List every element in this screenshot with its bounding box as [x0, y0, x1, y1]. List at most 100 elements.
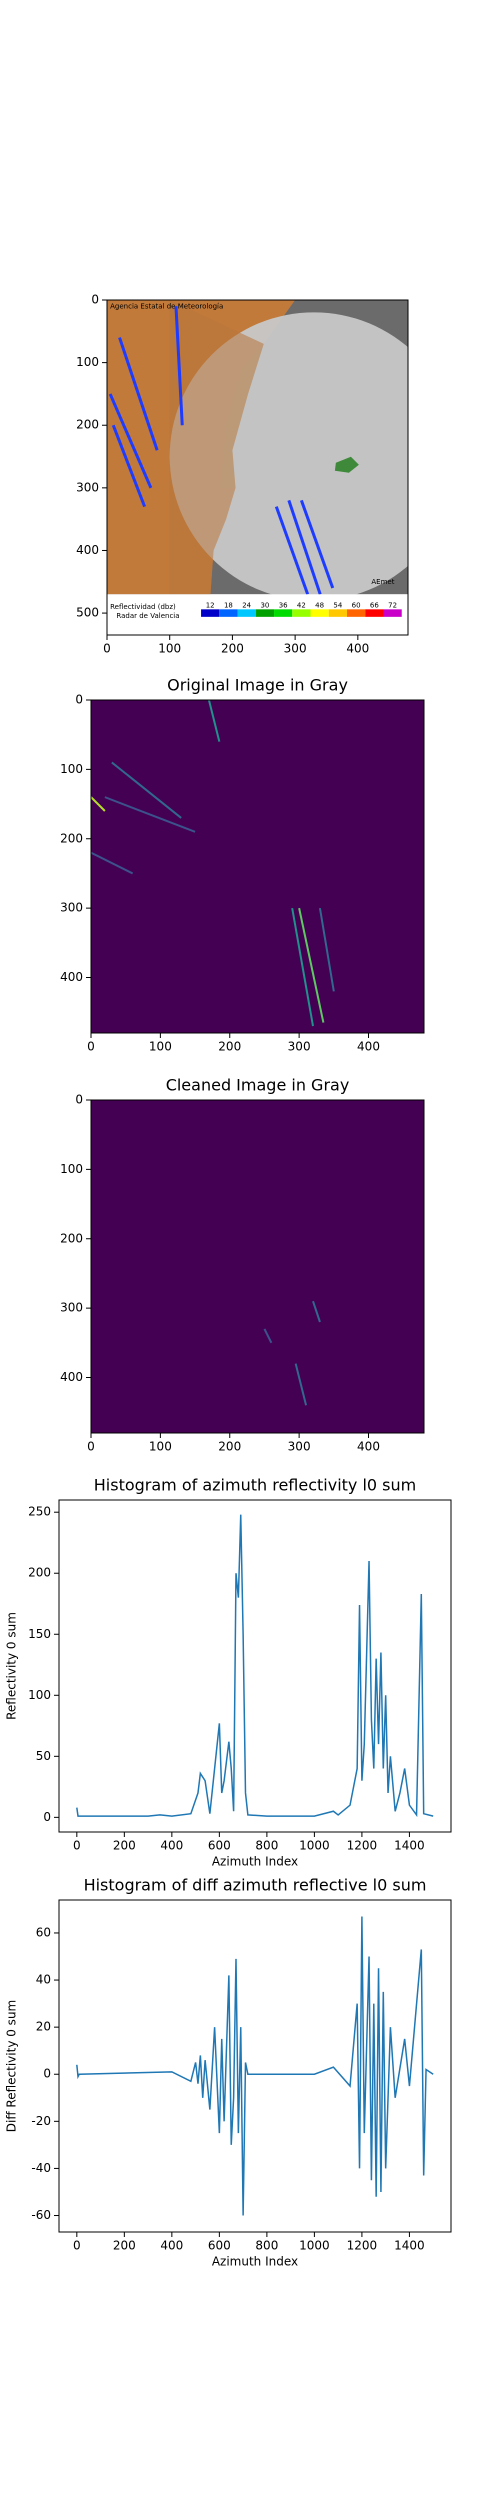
chart-title: Histogram of azimuth reflectivity l0 sum [94, 1476, 417, 1495]
x-tick-label: 100 [149, 1040, 172, 1054]
x-tick-label: 300 [288, 1440, 311, 1454]
x-tick-label: 1200 [347, 1839, 378, 1853]
x-tick-label: 1200 [347, 2239, 378, 2253]
chart-title: Original Image in Gray [167, 676, 348, 695]
x-tick-label: 0 [73, 2239, 81, 2253]
y-tick-label: 300 [60, 1301, 83, 1315]
chart-title: Cleaned Image in Gray [166, 1076, 350, 1095]
axes-frame [106, 299, 409, 636]
y-tick-label: 60 [36, 1925, 51, 1939]
x-tick-label: 200 [113, 1839, 136, 1853]
x-tick-label: 400 [357, 1040, 380, 1054]
x-tick-label: 1400 [394, 2239, 425, 2253]
echo-streak [274, 506, 310, 595]
colorbar-label: 66 [370, 602, 379, 610]
image-streak [318, 907, 335, 992]
y-tick-label: 100 [60, 1162, 83, 1176]
y-tick-label: -60 [31, 2208, 51, 2222]
x-tick-label: 1000 [299, 1839, 330, 1853]
island [334, 456, 359, 473]
image-bg [91, 700, 424, 1033]
echo-streak [108, 393, 153, 489]
y-tick-label: 20 [36, 2020, 51, 2034]
x-tick-label: 400 [160, 1839, 183, 1853]
map-land-in-range [169, 300, 264, 595]
plot-area: Agencia Estatal de Meteorología Reflectiv… [107, 300, 408, 635]
y-tick-label: 50 [36, 1749, 51, 1763]
y-tick-label: 0 [91, 293, 99, 307]
y-tick-label: 200 [76, 418, 99, 432]
colorbar-swatch [201, 609, 220, 617]
y-tick-label: 250 [28, 1505, 51, 1519]
x-tick-label: 1400 [394, 1839, 425, 1853]
axes-frame [90, 1099, 425, 1434]
colorbar-swatch [274, 609, 293, 617]
colorbar-label: 12 [206, 602, 215, 610]
image-streak [91, 796, 106, 812]
colorbar-label: 72 [388, 602, 397, 610]
echo-streak [111, 424, 147, 508]
y-tick-label: 0 [75, 693, 83, 707]
plot-area [76, 1514, 434, 1818]
plot-area [91, 700, 424, 1033]
colorbar-label: 48 [315, 602, 324, 610]
x-tick-label: 200 [218, 1040, 241, 1054]
y-tick-label: 150 [28, 1627, 51, 1641]
x-tick-label: 200 [113, 2239, 136, 2253]
colorbar-swatch [237, 609, 256, 617]
echo-streak [299, 499, 335, 589]
y-tick-label: 100 [28, 1688, 51, 1702]
y-tick-label: 400 [60, 1370, 83, 1384]
y-tick-label: 200 [60, 1231, 83, 1245]
image-streak [104, 796, 196, 833]
map-annotation: Agencia Estatal de Meteorología [110, 302, 223, 310]
y-tick-label: -20 [31, 2114, 51, 2128]
image-streak [263, 1328, 273, 1344]
x-tick-label: 100 [158, 642, 181, 656]
plot-area [91, 1100, 424, 1433]
echo-streak [174, 306, 184, 426]
colorbar-swatch [292, 609, 311, 617]
colorbar-swatch [347, 609, 366, 617]
colorbar-label: 60 [352, 602, 361, 610]
y-tick-label: 300 [76, 480, 99, 494]
colorbar-label: 30 [260, 602, 269, 610]
y-tick-label: 400 [60, 970, 83, 984]
y-tick-label: 200 [28, 1566, 51, 1580]
x-tick-label: 0 [87, 1040, 95, 1054]
colorbar-label: 18 [224, 602, 233, 610]
image-streak [111, 761, 182, 819]
y-tick-label: 300 [60, 901, 83, 915]
map-annotation: Radar de Valencia [116, 612, 179, 620]
image-streak [207, 700, 221, 742]
image-streak [294, 1363, 308, 1406]
x-tick-label: 300 [284, 642, 307, 656]
x-tick-label: 300 [288, 1040, 311, 1054]
colorbar-swatch [365, 609, 384, 617]
map-annotation: AEmet [371, 578, 394, 586]
colorbar-swatch [310, 609, 329, 617]
y-tick-label: 40 [36, 1973, 51, 1987]
y-tick-label: 100 [76, 355, 99, 369]
x-tick-label: 800 [255, 1839, 278, 1853]
x-tick-label: 400 [357, 1440, 380, 1454]
image-streak [298, 907, 325, 1023]
x-axis-label: Azimuth Index [212, 2255, 298, 2269]
x-tick-label: 200 [218, 1440, 241, 1454]
map-annotation: Reflectividad (dbz) [110, 603, 176, 611]
y-tick-label: 500 [76, 606, 99, 620]
x-tick-label: 600 [208, 1839, 231, 1853]
image-bg [91, 1100, 424, 1433]
line [76, 1916, 434, 2216]
x-tick-label: 800 [255, 2239, 278, 2253]
chart-title: Histogram of diff azimuth reflective l0 … [84, 1876, 427, 1895]
colorbar-swatch [219, 609, 238, 617]
axes-frame [58, 1499, 452, 1833]
plot-area [76, 1916, 434, 2216]
y-axis-label: Reflectivity 0 sum [5, 1612, 19, 1720]
image-streak [312, 1300, 321, 1323]
image-streak [291, 907, 314, 1027]
colorbar-swatch [328, 609, 348, 617]
x-tick-label: 0 [87, 1440, 95, 1454]
x-tick-label: 0 [73, 1839, 81, 1853]
